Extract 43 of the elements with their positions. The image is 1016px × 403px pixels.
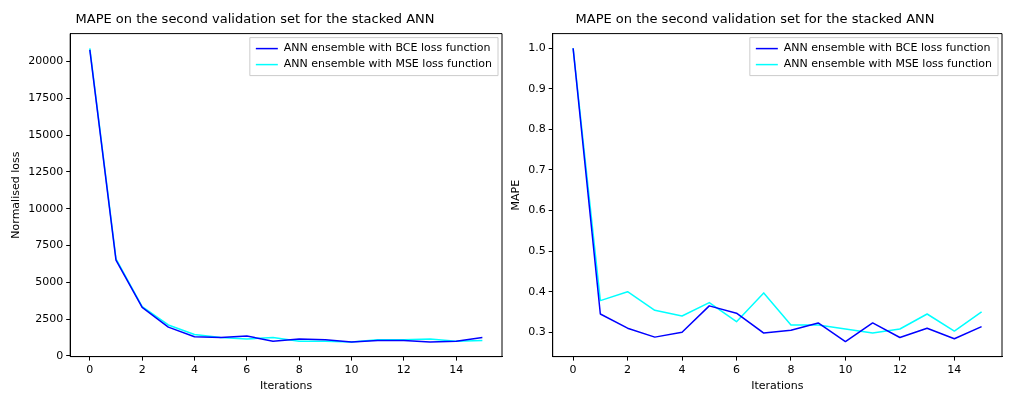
legend-label: ANN ensemble with MSE loss function	[283, 57, 493, 71]
x-tick-label: 4	[191, 363, 198, 377]
y-tick-label: 0.8	[528, 122, 546, 136]
legend-label: ANN ensemble with BCE loss function	[283, 41, 491, 55]
y-tick-label: 0.6	[528, 203, 546, 217]
x-tick-label: 2	[138, 363, 146, 377]
x-tick-label: 14	[449, 363, 464, 377]
x-axis-title: Iterations	[259, 379, 313, 393]
x-tick-label: 6	[243, 363, 251, 377]
x-tick-label: 2	[624, 363, 632, 377]
x-tick-label: 8	[787, 363, 795, 377]
legend-label: ANN ensemble with BCE loss function	[783, 41, 991, 55]
y-tick-label: 0.4	[528, 284, 546, 298]
x-tick-label: 6	[733, 363, 740, 377]
y-tick-label: 0	[56, 348, 64, 362]
x-tick-label: 0	[569, 363, 577, 377]
y-tick-label: 0.5	[528, 243, 546, 257]
y-tick-label: 2500	[35, 311, 64, 325]
x-axis-title: Iterations	[751, 379, 804, 393]
x-tick-label: 4	[678, 363, 686, 377]
x-tick-label: 10	[344, 363, 359, 377]
x-tick-label: 12	[396, 363, 411, 377]
x-tick-label: 12	[892, 363, 907, 377]
chart-title: MAPE on the second validation set for the stacked ANN	[75, 11, 435, 27]
y-tick-label: 12500	[28, 164, 64, 178]
y-tick-label: 17500	[28, 91, 64, 105]
y-tick-label: 10000	[28, 201, 64, 215]
y-axis-title: MAPE	[509, 179, 523, 211]
x-tick-label: 14	[947, 363, 962, 377]
x-tick-label: 10	[838, 363, 853, 377]
y-tick-label: 15000	[28, 127, 64, 141]
x-tick-label: 8	[295, 363, 303, 377]
y-tick-label: 20000	[28, 54, 64, 68]
y-tick-label: 7500	[35, 238, 64, 252]
y-tick-label: 0.3	[528, 325, 546, 339]
legend-label: ANN ensemble with MSE loss function	[783, 57, 993, 71]
y-tick-label: 1.0	[528, 41, 546, 55]
y-tick-label: 0.7	[528, 162, 546, 176]
x-tick-label: 0	[86, 363, 94, 377]
y-axis-title: Normalised loss	[9, 151, 23, 239]
chart-title: MAPE on the second validation set for the stacked ANN	[575, 11, 935, 27]
y-tick-label: 0.9	[528, 81, 546, 95]
y-tick-label: 5000	[35, 275, 64, 289]
